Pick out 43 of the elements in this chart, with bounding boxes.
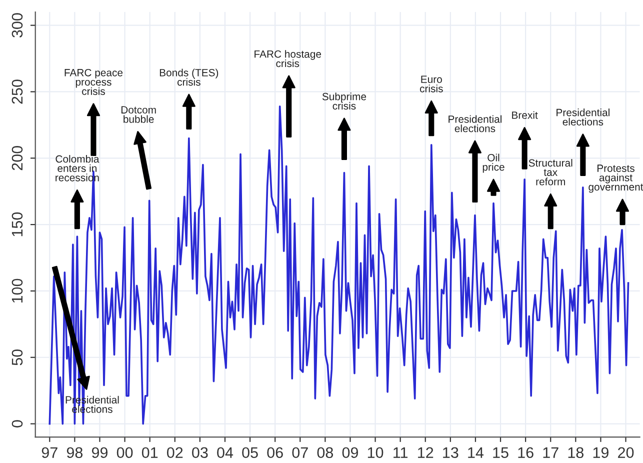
annotation: Euro crisis	[420, 76, 443, 92]
y-tick-label: 50	[12, 349, 23, 366]
y-tick-label: 100	[12, 278, 23, 303]
annotation: FARC hostage crisis	[254, 50, 322, 68]
annotation: Presidential elections	[448, 115, 502, 132]
y-tick-label: 200	[12, 146, 23, 170]
x-tick-label: 01	[142, 447, 158, 458]
annotation: Subprime crisis	[322, 92, 366, 110]
x-tick-label: 08	[317, 447, 334, 458]
y-tick-label: 300	[12, 13, 23, 38]
x-tick-label: 02	[166, 447, 183, 458]
x-tick-label: 03	[192, 447, 208, 458]
annotation: Presidential elections	[556, 108, 610, 126]
x-tick-label: 05	[242, 447, 258, 458]
x-tick-label: 16	[518, 447, 534, 458]
x-tick-label: 07	[292, 447, 308, 458]
annotation: FARC peace process crisis	[64, 68, 123, 95]
x-tick-label: 19	[593, 447, 608, 458]
x-tick-label: 12	[418, 447, 434, 458]
annotation: Bonds (TES) crisis	[160, 68, 218, 86]
x-tick-label: 00	[116, 447, 133, 458]
x-tick-label: 98	[66, 447, 83, 458]
x-tick-label: 97	[42, 447, 58, 458]
y-tick-label: 250	[12, 80, 23, 104]
x-tick-label: 09	[342, 447, 358, 458]
annotation: Brexit	[512, 111, 538, 119]
annotation: Oil price	[482, 154, 504, 173]
x-tick-label: 99	[92, 447, 108, 458]
y-tick-label: 150	[12, 212, 23, 236]
x-tick-label: 06	[267, 447, 283, 458]
x-tick-label: 17	[543, 447, 558, 458]
x-tick-label: 11	[394, 447, 408, 458]
x-tick-label: 14	[468, 447, 484, 458]
x-tick-label: 13	[443, 447, 458, 458]
annotation: Dotcom bubble	[121, 106, 156, 123]
y-tick-label: 0	[12, 420, 23, 428]
x-tick-label: 15	[493, 447, 508, 458]
x-tick-label: 20	[618, 447, 634, 458]
x-tick-label: 18	[568, 447, 584, 458]
x-tick-label: 10	[368, 447, 384, 458]
annotation: Protests against government	[588, 164, 643, 193]
annotation: Structural tax reform	[528, 158, 572, 186]
x-tick-label: 04	[217, 447, 234, 458]
